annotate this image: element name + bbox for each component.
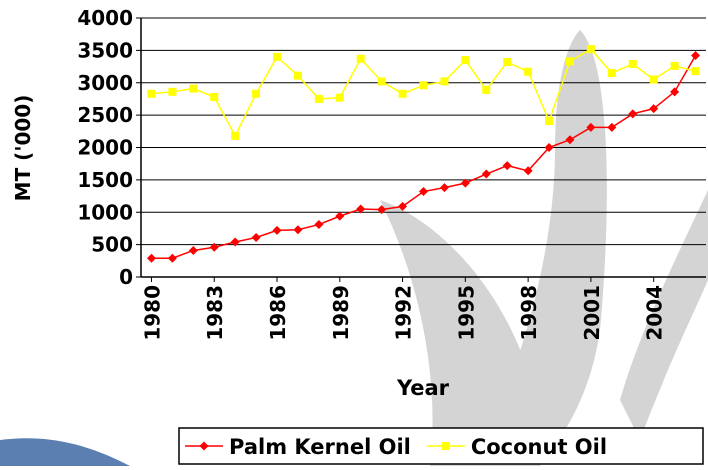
marker xyxy=(314,220,323,229)
marker xyxy=(399,90,407,98)
marker xyxy=(524,68,532,76)
marker xyxy=(628,109,637,118)
marker xyxy=(440,77,448,85)
marker xyxy=(442,442,450,450)
marker xyxy=(545,117,553,125)
marker xyxy=(168,88,176,96)
marker xyxy=(273,226,282,235)
x-tick-label: 2004 xyxy=(643,285,667,341)
y-tick-label: 1500 xyxy=(77,168,133,192)
x-tick-label: 1986 xyxy=(266,285,290,341)
marker xyxy=(210,243,219,252)
x-tick-label: 1980 xyxy=(140,285,164,341)
legend-label: Coconut Oil xyxy=(471,435,607,459)
marker xyxy=(357,55,365,63)
marker xyxy=(231,238,240,247)
x-tick-label: 1995 xyxy=(454,285,478,341)
x-tick-label: 1998 xyxy=(517,285,541,341)
x-axis-title: Year xyxy=(396,376,450,400)
marker xyxy=(440,183,449,192)
marker xyxy=(650,76,658,84)
marker xyxy=(482,86,490,94)
marker xyxy=(293,225,302,234)
y-tick-label: 2500 xyxy=(77,103,133,127)
series-line xyxy=(151,49,695,136)
marker xyxy=(147,254,156,263)
x-tick-label: 1992 xyxy=(392,285,416,341)
marker xyxy=(252,90,260,98)
marker xyxy=(503,161,512,170)
marker xyxy=(335,212,344,221)
y-tick-label: 2000 xyxy=(77,136,133,160)
legend-label: Palm Kernel Oil xyxy=(229,435,411,459)
marker xyxy=(231,132,239,140)
y-tick-label: 3500 xyxy=(77,38,133,62)
marker xyxy=(294,72,302,80)
marker xyxy=(273,53,281,61)
marker xyxy=(629,60,637,68)
x-tick-label: 1983 xyxy=(203,285,227,341)
marker xyxy=(587,45,595,53)
marker xyxy=(566,57,574,65)
legend: Palm Kernel Oil Coconut Oil xyxy=(179,428,703,464)
corner-shape xyxy=(0,438,130,466)
x-tick-label: 1989 xyxy=(329,285,353,341)
chart: MT ('000) Year Palm Kernel Oil Coconut Oi… xyxy=(0,0,708,466)
marker xyxy=(252,233,261,242)
marker xyxy=(210,93,218,101)
y-tick-label: 1000 xyxy=(77,200,133,224)
y-axis-title: MT ('000) xyxy=(11,95,35,202)
marker xyxy=(482,170,491,179)
marker xyxy=(189,85,197,93)
marker xyxy=(189,246,198,255)
marker xyxy=(692,67,700,75)
y-tick-label: 4000 xyxy=(77,6,133,30)
marker xyxy=(607,123,616,132)
marker xyxy=(671,62,679,70)
marker xyxy=(420,81,428,89)
marker xyxy=(336,94,344,102)
marker xyxy=(378,77,386,85)
marker xyxy=(315,95,323,103)
marker xyxy=(168,254,177,263)
y-tick-label: 500 xyxy=(91,233,133,257)
marker xyxy=(147,90,155,98)
y-tick-label: 3000 xyxy=(77,71,133,95)
marker xyxy=(691,51,700,60)
marker xyxy=(608,69,616,77)
marker xyxy=(461,56,469,64)
marker xyxy=(503,58,511,66)
x-tick-label: 2001 xyxy=(580,285,604,341)
y-tick-label: 0 xyxy=(119,265,133,289)
